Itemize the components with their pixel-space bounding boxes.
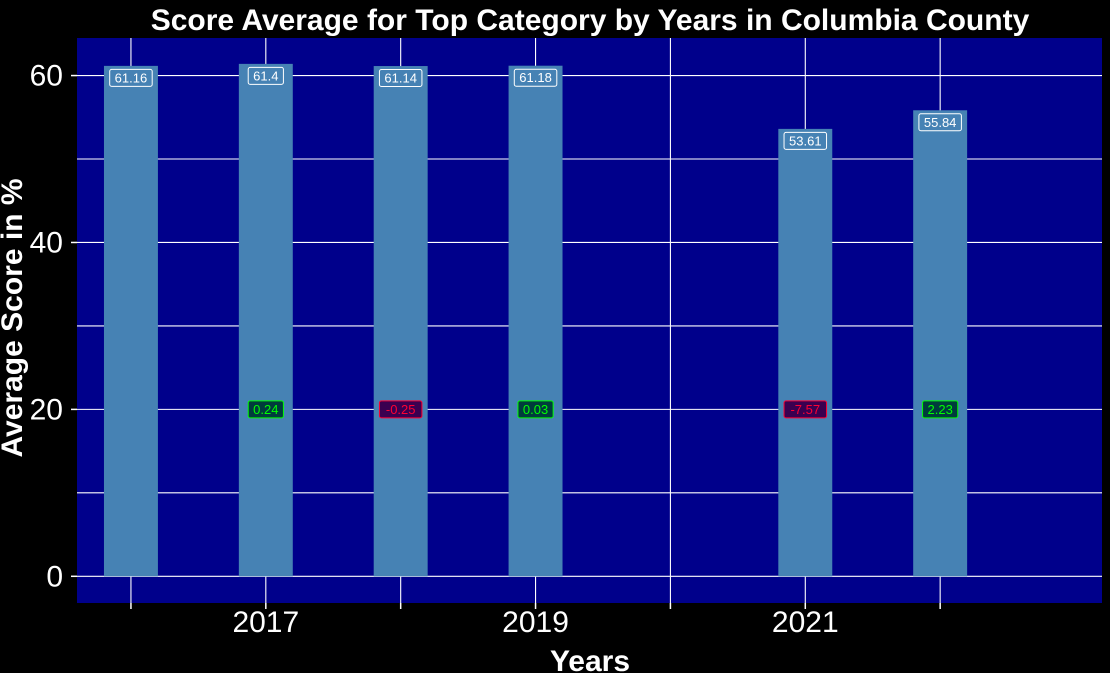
value-label: 55.84 [924,115,957,130]
value-label: 61.16 [115,70,148,85]
bar [913,110,968,577]
bars [103,63,968,577]
value-label: 61.14 [384,71,417,86]
value-label-box [109,68,153,87]
bar-labels: 61.16 61.4 61.14 61.18 53.61 55.84 0.24 -0.25 0.… [109,66,962,419]
y-tick-label: 20 [30,393,63,426]
change-label-box [517,400,554,419]
value-label-box [918,113,962,132]
bar [373,66,428,577]
change-label: 0.24 [253,402,278,417]
y-axis-title: Average Score in % [0,178,29,457]
bar [508,65,563,577]
bar [778,128,833,577]
value-label-box [783,131,828,150]
x-tick-label: 2019 [502,606,569,639]
x-tick-label: 2017 [232,606,299,639]
bar [103,65,158,577]
axis-ticks: 0 20 40 60 2017 2019 2021 [30,60,941,639]
x-tick-label: 2021 [772,606,839,639]
value-label-box [378,69,423,88]
value-label-box [513,68,558,87]
y-tick-label: 60 [30,60,63,93]
value-label: 53.61 [789,133,822,148]
change-label-box [247,400,284,419]
y-tick-label: 40 [30,226,63,259]
change-label: -0.25 [386,402,416,417]
value-label-box [247,66,284,85]
chart-title: Score Average for Top Category by Years … [151,4,1030,37]
change-label-box [378,400,423,419]
bar [238,63,293,577]
x-axis-title: Years [550,645,630,673]
value-label: 61.18 [519,70,552,85]
change-label-box [922,400,959,419]
change-label: 2.23 [928,402,953,417]
y-tick-label: 0 [46,560,63,593]
change-label: 0.03 [523,402,548,417]
change-label: -7.57 [790,402,820,417]
change-label-box [783,400,828,419]
value-label: 61.4 [253,68,278,83]
